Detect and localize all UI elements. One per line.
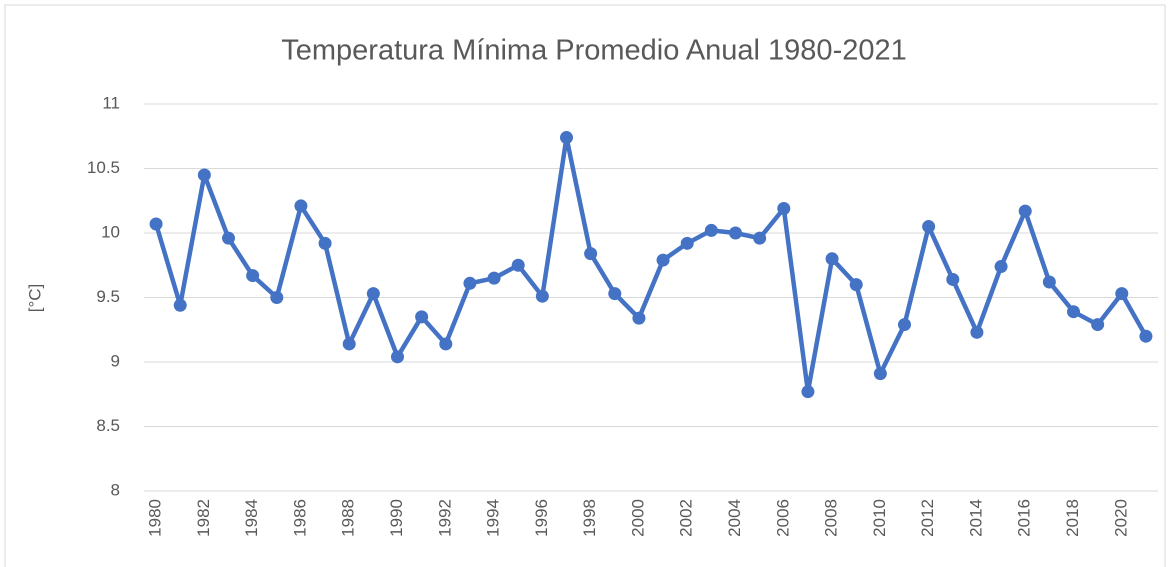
- point: [873, 367, 887, 381]
- x-tick-label: 1998: [580, 499, 599, 537]
- point: [294, 199, 308, 213]
- point: [415, 310, 429, 324]
- x-tick-label: 2018: [1063, 499, 1082, 537]
- point: [535, 289, 549, 303]
- point: [342, 337, 356, 351]
- x-tick-label: 1988: [339, 499, 358, 537]
- x-tick-label: 1980: [146, 499, 165, 537]
- x-tick-label: 1986: [290, 499, 309, 537]
- point: [149, 217, 163, 231]
- x-tick-label: 2016: [1015, 499, 1034, 537]
- point: [777, 201, 791, 215]
- chart-border: [4, 4, 1166, 567]
- point: [366, 287, 380, 301]
- y-tick-label: 10: [101, 222, 120, 241]
- x-tick-label: 1982: [194, 499, 213, 537]
- point: [173, 298, 187, 312]
- point: [222, 231, 235, 245]
- point: [801, 385, 815, 399]
- x-tick-label: 2010: [870, 499, 889, 537]
- point: [1067, 305, 1080, 319]
- point: [994, 260, 1008, 274]
- y-tick-label: 10.5: [87, 158, 120, 177]
- x-tick-label: 1990: [387, 499, 406, 537]
- x-tick-label: 2006: [773, 499, 792, 537]
- x-tick-label: 2004: [725, 499, 744, 537]
- y-tick-label: 8: [111, 480, 120, 499]
- point: [656, 253, 670, 267]
- point: [970, 325, 984, 339]
- point: [1091, 318, 1105, 332]
- x-tick-label: 1994: [484, 499, 503, 537]
- point: [511, 258, 525, 272]
- point: [898, 318, 911, 332]
- x-tick-label: 1992: [435, 499, 454, 537]
- point: [560, 131, 573, 145]
- point: [391, 350, 404, 364]
- point: [584, 247, 598, 261]
- point: [1115, 287, 1129, 301]
- x-tick-label: 2002: [677, 499, 696, 537]
- point: [270, 291, 284, 304]
- point: [1018, 204, 1032, 218]
- y-tick-label: 9.5: [96, 287, 120, 306]
- chart-title: Temperatura Mínima Promedio Anual 1980-2…: [281, 35, 906, 67]
- point: [1139, 329, 1153, 343]
- point: [1042, 275, 1056, 289]
- line: [153, 135, 1148, 394]
- point: [246, 269, 260, 283]
- x-tick-label: 2008: [822, 499, 841, 537]
- point: [729, 226, 742, 240]
- point: [704, 223, 718, 237]
- point: [197, 168, 211, 182]
- y-axis-label: [°C]: [25, 284, 44, 313]
- point: [946, 272, 960, 286]
- point: [463, 276, 477, 290]
- point: [825, 252, 839, 266]
- x-tick-label: 1984: [242, 499, 261, 537]
- point: [487, 271, 501, 285]
- point: [439, 337, 453, 351]
- point: [632, 311, 646, 325]
- point: [753, 231, 767, 245]
- y-tick-label: 8.5: [96, 416, 120, 435]
- y-tick-label: 9: [111, 351, 120, 370]
- x-tick-label: 2000: [628, 499, 647, 537]
- point: [318, 236, 332, 250]
- point: [680, 236, 694, 250]
- x-tick-label: 2020: [1111, 499, 1130, 537]
- x-tick-label: 2014: [966, 499, 985, 537]
- x-tick-label: 1996: [532, 499, 551, 537]
- x-tick-label: 2012: [918, 499, 937, 537]
- point: [608, 287, 622, 301]
- point: [849, 278, 863, 292]
- y-tick-label: 11: [102, 93, 120, 112]
- point: [922, 220, 936, 234]
